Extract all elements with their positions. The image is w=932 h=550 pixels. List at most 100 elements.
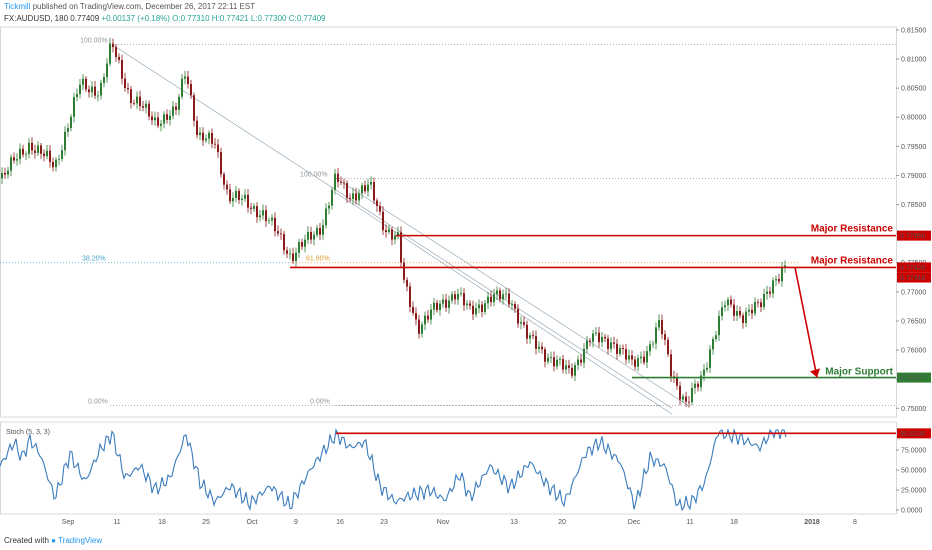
fib-level-label: 0.00% (88, 398, 108, 405)
candle-body (298, 242, 300, 253)
candle-body (427, 315, 429, 320)
candle-body (250, 207, 252, 209)
candle-body (484, 303, 486, 312)
candle-body (61, 150, 63, 159)
candle-body (733, 304, 735, 316)
candle-body (379, 205, 381, 212)
candle-body (103, 77, 105, 83)
candle-body (718, 316, 720, 336)
stoch-pane (0, 421, 897, 515)
candle-body (73, 97, 75, 117)
candle-body (586, 340, 588, 349)
y-tick-label: 0.79000 (901, 173, 926, 180)
candle-body (166, 114, 168, 120)
candle-body (43, 153, 45, 157)
candle-body (412, 306, 414, 314)
candle-body (28, 142, 30, 154)
candle-body (274, 217, 276, 232)
candle-body (10, 157, 12, 171)
y-tick-label: 0.80500 (901, 86, 926, 93)
candle-body (655, 327, 657, 344)
candle-body (37, 145, 39, 153)
candle-body (175, 106, 177, 110)
candle-body (223, 174, 225, 185)
candle-body (259, 215, 261, 218)
candle-body (307, 231, 309, 240)
candle-body (565, 365, 567, 370)
candle-body (445, 299, 447, 308)
stoch-tick-label: 75.0000 (901, 448, 926, 455)
tradingview-link[interactable]: TradingView (58, 536, 103, 545)
current-price-tag-text: 0.77418 (900, 275, 925, 282)
candle-body (754, 302, 756, 314)
author-link[interactable]: Tickmill (4, 2, 31, 11)
candle-body (745, 311, 747, 323)
candle-body (592, 333, 594, 342)
candle-body (496, 290, 498, 295)
candle-body (49, 150, 51, 162)
candle-body (397, 232, 399, 236)
price-level-tag-text: 0.77420 (900, 265, 925, 272)
candle-body (145, 103, 147, 108)
candle-body (763, 293, 765, 308)
candle-body (16, 159, 18, 161)
candle-body (337, 173, 339, 182)
candle-body (466, 303, 468, 306)
candle-body (292, 253, 294, 262)
candle-body (388, 229, 390, 233)
candle-body (439, 303, 441, 311)
candle-body (625, 349, 627, 360)
candle-body (415, 313, 417, 320)
candle-body (493, 294, 495, 303)
candle-body (343, 182, 345, 184)
candle-body (556, 359, 558, 367)
candle-body (106, 63, 108, 78)
candle-body (631, 355, 633, 360)
fib-level-label: 100.00% (80, 37, 108, 44)
candle-body (67, 128, 69, 132)
candle-body (751, 309, 753, 314)
candle-body (7, 170, 9, 175)
stoch-level-tag (897, 428, 931, 439)
candle-body (64, 131, 66, 151)
candle-body (322, 225, 324, 235)
candle-body (187, 76, 189, 84)
candle-body (346, 183, 348, 198)
y-tick-label: 0.76500 (901, 318, 926, 325)
candle-body (202, 132, 204, 141)
candle-body (730, 299, 732, 305)
x-tick-label: 20 (558, 519, 566, 526)
candle-body (706, 367, 708, 370)
candle-body (676, 378, 678, 386)
last-price: 0.77409 (70, 14, 100, 23)
x-tick-label: 18 (730, 519, 738, 526)
candle-body (634, 359, 636, 367)
candle-body (550, 357, 552, 359)
candle-body (286, 250, 288, 254)
candle-body (373, 182, 375, 201)
candle-body (781, 267, 783, 282)
candle-body (382, 211, 384, 231)
y-tick-label: 0.76000 (901, 348, 926, 355)
candle-body (766, 291, 768, 294)
candle-body (403, 262, 405, 280)
candle-body (160, 123, 162, 126)
candle-body (4, 172, 6, 175)
candle-body (607, 338, 609, 349)
candle-body (169, 115, 171, 120)
candle-body (115, 47, 117, 57)
candle-body (277, 231, 279, 234)
created-with-label: Created with (4, 536, 49, 545)
candle-body (178, 96, 180, 110)
candle-body (34, 150, 36, 153)
candle-body (616, 343, 618, 355)
candle-body (454, 294, 456, 300)
fib-level-label: 38.20% (82, 256, 106, 263)
candle-body (463, 293, 465, 306)
candle-body (694, 383, 696, 389)
candle-body (118, 56, 120, 60)
candle-body (268, 220, 270, 222)
fib-level-label: 100.00% (300, 171, 328, 178)
candle-body (184, 76, 186, 79)
